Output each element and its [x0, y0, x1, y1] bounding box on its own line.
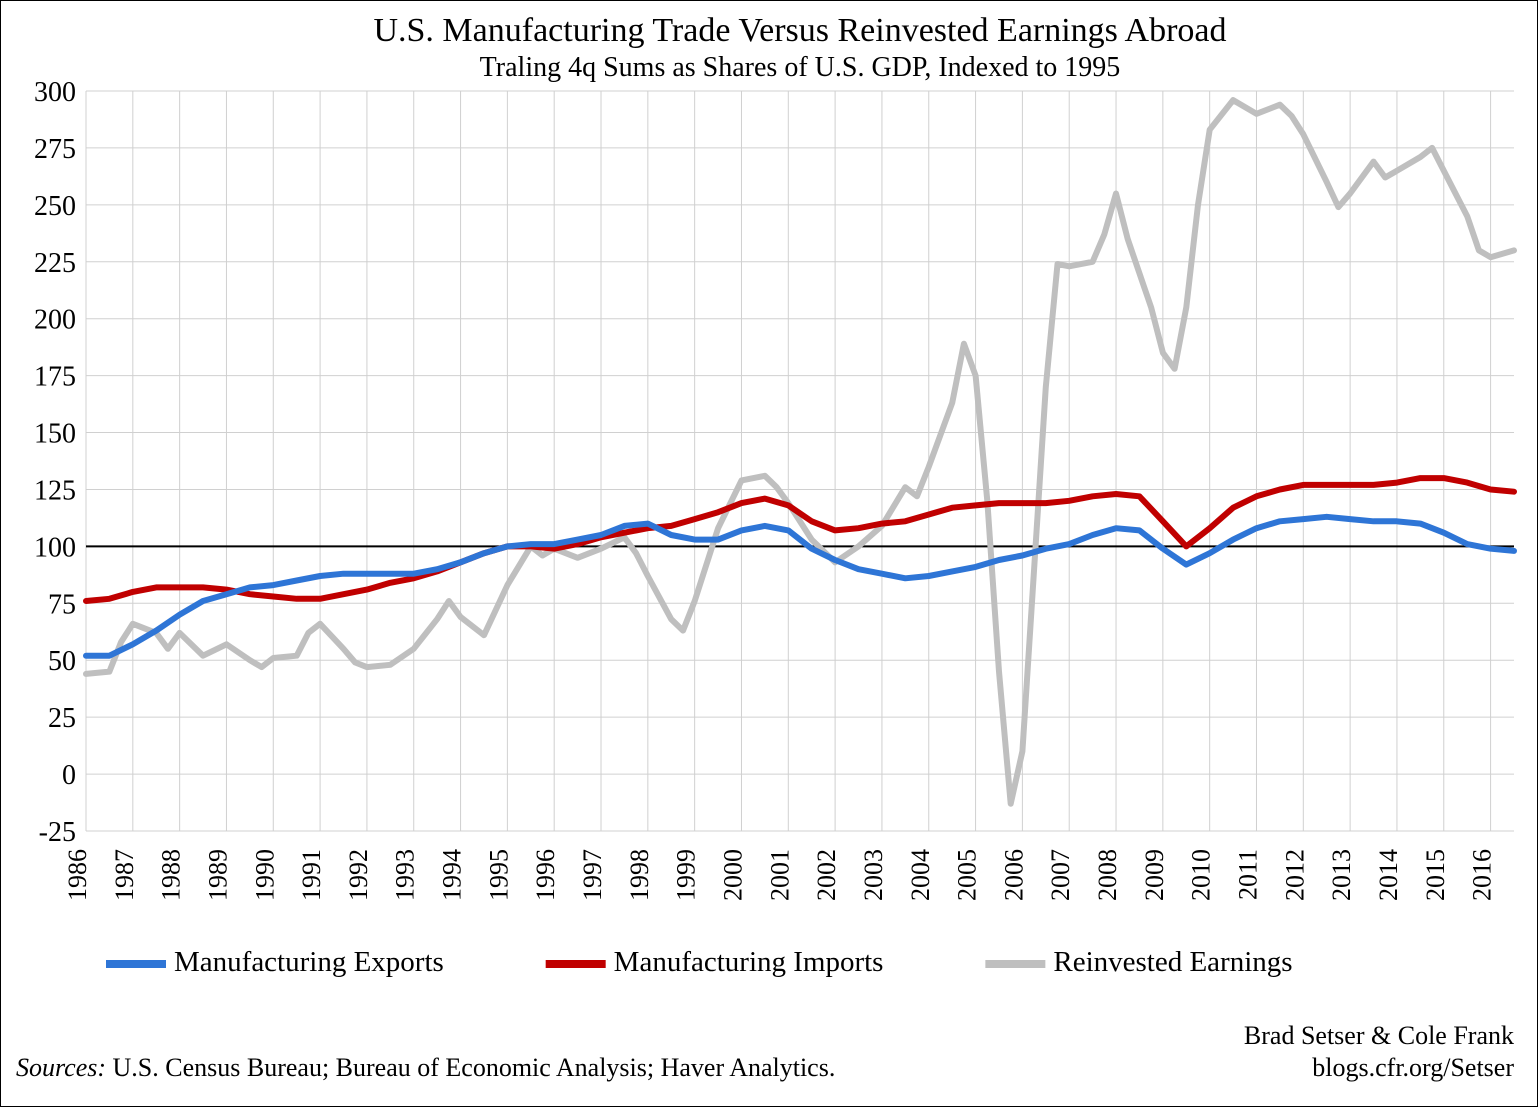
legend-label: Manufacturing Imports	[614, 946, 884, 978]
legend-label: Reinvested Earnings	[1053, 946, 1292, 978]
x-tick-label: 2000	[718, 849, 747, 901]
y-tick-label: 25	[48, 703, 76, 734]
x-tick-label: 1995	[484, 849, 513, 901]
x-tick-label: 2006	[999, 849, 1028, 901]
x-tick-label: 1987	[110, 849, 139, 901]
x-tick-label: 2010	[1187, 849, 1216, 901]
x-tick-label: 2016	[1468, 849, 1497, 901]
x-tick-label: 1986	[63, 849, 92, 901]
x-tick-label: 2002	[812, 849, 841, 901]
attribution-line1: Brad Setser & Cole Frank	[1244, 1021, 1514, 1050]
y-tick-label: 0	[62, 760, 76, 791]
sources-text: Sources: U.S. Census Bureau; Bureau of E…	[16, 1053, 835, 1082]
x-tick-label: 1997	[578, 849, 607, 901]
x-tick-label: 1999	[672, 849, 701, 901]
x-tick-label: 2003	[859, 849, 888, 901]
chart-subtitle: Traling 4q Sums as Shares of U.S. GDP, I…	[480, 52, 1121, 83]
x-tick-label: 1992	[344, 849, 373, 901]
x-tick-label: 2014	[1374, 849, 1403, 901]
y-tick-label: -25	[39, 817, 76, 848]
x-tick-label: 1994	[438, 849, 467, 901]
y-tick-label: 150	[34, 419, 76, 450]
x-tick-label: 2011	[1233, 849, 1262, 900]
series-line	[86, 517, 1514, 656]
y-tick-label: 125	[34, 475, 76, 506]
x-tick-label: 2007	[1046, 849, 1075, 901]
legend-swatch	[106, 960, 166, 968]
x-tick-label: 2015	[1421, 849, 1450, 901]
x-tick-label: 1989	[203, 849, 232, 901]
legend-label: Manufacturing Exports	[174, 946, 444, 978]
y-tick-label: 50	[48, 646, 76, 677]
x-tick-label: 1996	[531, 849, 560, 901]
x-tick-label: 1991	[297, 849, 326, 901]
x-tick-label: 1998	[625, 849, 654, 901]
series-line	[86, 100, 1514, 804]
y-tick-label: 225	[34, 248, 76, 279]
y-tick-label: 100	[34, 532, 76, 563]
chart-title: U.S. Manufacturing Trade Versus Reinvest…	[373, 12, 1226, 49]
x-tick-label: 2005	[953, 849, 982, 901]
legend-swatch	[546, 960, 606, 968]
chart-container: U.S. Manufacturing Trade Versus Reinvest…	[0, 0, 1538, 1107]
y-tick-label: 175	[34, 362, 76, 393]
legend-swatch	[985, 960, 1045, 968]
x-tick-label: 2001	[765, 849, 794, 901]
x-tick-label: 1988	[157, 849, 186, 901]
x-tick-label: 2012	[1280, 849, 1309, 901]
x-tick-label: 1993	[391, 849, 420, 901]
y-tick-label: 75	[48, 589, 76, 620]
y-tick-label: 300	[34, 77, 76, 108]
x-tick-label: 2013	[1327, 849, 1356, 901]
y-tick-label: 275	[34, 134, 76, 165]
y-tick-label: 250	[34, 191, 76, 222]
chart-svg: U.S. Manufacturing Trade Versus Reinvest…	[1, 1, 1538, 1108]
y-tick-label: 200	[34, 305, 76, 336]
x-tick-label: 1990	[250, 849, 279, 901]
x-tick-label: 2009	[1140, 849, 1169, 901]
x-tick-label: 2004	[906, 849, 935, 901]
x-tick-label: 2008	[1093, 849, 1122, 901]
attribution-line2: blogs.cfr.org/Setser	[1312, 1053, 1514, 1082]
